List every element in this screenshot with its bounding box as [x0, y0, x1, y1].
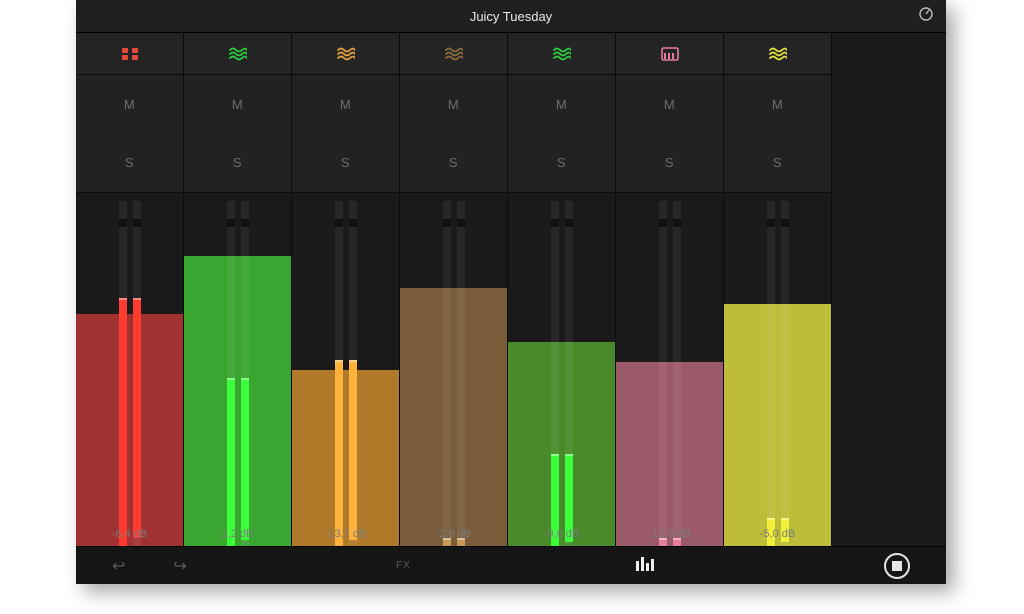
- mute-solo-group: M S: [76, 75, 183, 193]
- mixer-view-icon[interactable]: [636, 555, 654, 576]
- solo-button[interactable]: S: [292, 134, 399, 193]
- mute-solo-group: M S: [184, 75, 291, 193]
- mixer-track: M S -9,6 dB: [508, 33, 616, 546]
- level-meter: [225, 378, 251, 546]
- solo-button[interactable]: S: [724, 134, 831, 193]
- mixer-track: M S -12,3 dB: [616, 33, 724, 546]
- level-meter: [333, 360, 359, 546]
- mixer-track: M S -2,8 dB: [400, 33, 508, 546]
- metronome-icon[interactable]: [918, 6, 934, 26]
- solo-button[interactable]: S: [184, 134, 291, 193]
- mute-button[interactable]: M: [508, 75, 615, 134]
- volume-bar: [724, 304, 831, 546]
- mute-solo-group: M S: [724, 75, 831, 193]
- solo-button[interactable]: S: [76, 134, 183, 193]
- fader-area[interactable]: -5,0 dB: [724, 193, 831, 546]
- mixer-track: M S 1,2 dB: [184, 33, 292, 546]
- track-instrument-button[interactable]: [76, 33, 183, 75]
- mute-button[interactable]: M: [76, 75, 183, 134]
- mute-solo-group: M S: [292, 75, 399, 193]
- redo-button[interactable]: ↪: [173, 556, 186, 576]
- mixer-track: M S -6,4 dB: [76, 33, 184, 546]
- fader-area[interactable]: -12,3 dB: [616, 193, 723, 546]
- empty-track-area: [832, 33, 946, 546]
- mute-button[interactable]: M: [616, 75, 723, 134]
- mute-button[interactable]: M: [724, 75, 831, 134]
- mixer-track: M S -13,7 dB: [292, 33, 400, 546]
- fader-area[interactable]: -2,8 dB: [400, 193, 507, 546]
- track-instrument-button[interactable]: [292, 33, 399, 75]
- project-title: Juicy Tuesday: [470, 9, 552, 24]
- track-instrument-button[interactable]: [400, 33, 507, 75]
- mixer-window: Juicy Tuesday M S -6,4 dB M S: [76, 0, 946, 584]
- db-readout: -6,4 dB: [76, 528, 183, 540]
- mute-solo-group: M S: [508, 75, 615, 193]
- db-readout: -12,3 dB: [616, 528, 723, 540]
- volume-bar: [616, 362, 723, 546]
- level-meter: [117, 298, 143, 546]
- mute-button[interactable]: M: [400, 75, 507, 134]
- mute-button[interactable]: M: [292, 75, 399, 134]
- fader-area[interactable]: -9,6 dB: [508, 193, 615, 546]
- db-readout: -2,8 dB: [400, 528, 507, 540]
- undo-button[interactable]: ↩: [112, 556, 125, 576]
- mute-button[interactable]: M: [184, 75, 291, 134]
- fader-area[interactable]: -13,7 dB: [292, 193, 399, 546]
- volume-bar: [400, 288, 507, 546]
- track-instrument-button[interactable]: [724, 33, 831, 75]
- fader-area[interactable]: 1,2 dB: [184, 193, 291, 546]
- solo-button[interactable]: S: [508, 134, 615, 193]
- track-instrument-button[interactable]: [184, 33, 291, 75]
- mute-solo-group: M S: [616, 75, 723, 193]
- db-readout: -13,7 dB: [292, 528, 399, 540]
- fader-area[interactable]: -6,4 dB: [76, 193, 183, 546]
- mixer-track: M S -5,0 dB: [724, 33, 832, 546]
- fx-button[interactable]: FX: [396, 560, 411, 571]
- bottom-toolbar: ↩ ↪ FX: [76, 546, 946, 584]
- title-bar: Juicy Tuesday: [76, 0, 946, 32]
- solo-button[interactable]: S: [400, 134, 507, 193]
- db-readout: -9,6 dB: [508, 528, 615, 540]
- tracks-container: M S -6,4 dB M S 1,2 dB: [76, 32, 946, 546]
- track-instrument-button[interactable]: [508, 33, 615, 75]
- solo-button[interactable]: S: [616, 134, 723, 193]
- stop-button[interactable]: [884, 553, 910, 579]
- track-instrument-button[interactable]: [616, 33, 723, 75]
- mute-solo-group: M S: [400, 75, 507, 193]
- db-readout: -5,0 dB: [724, 528, 831, 540]
- stop-icon: [892, 561, 902, 571]
- db-readout: 1,2 dB: [184, 528, 291, 540]
